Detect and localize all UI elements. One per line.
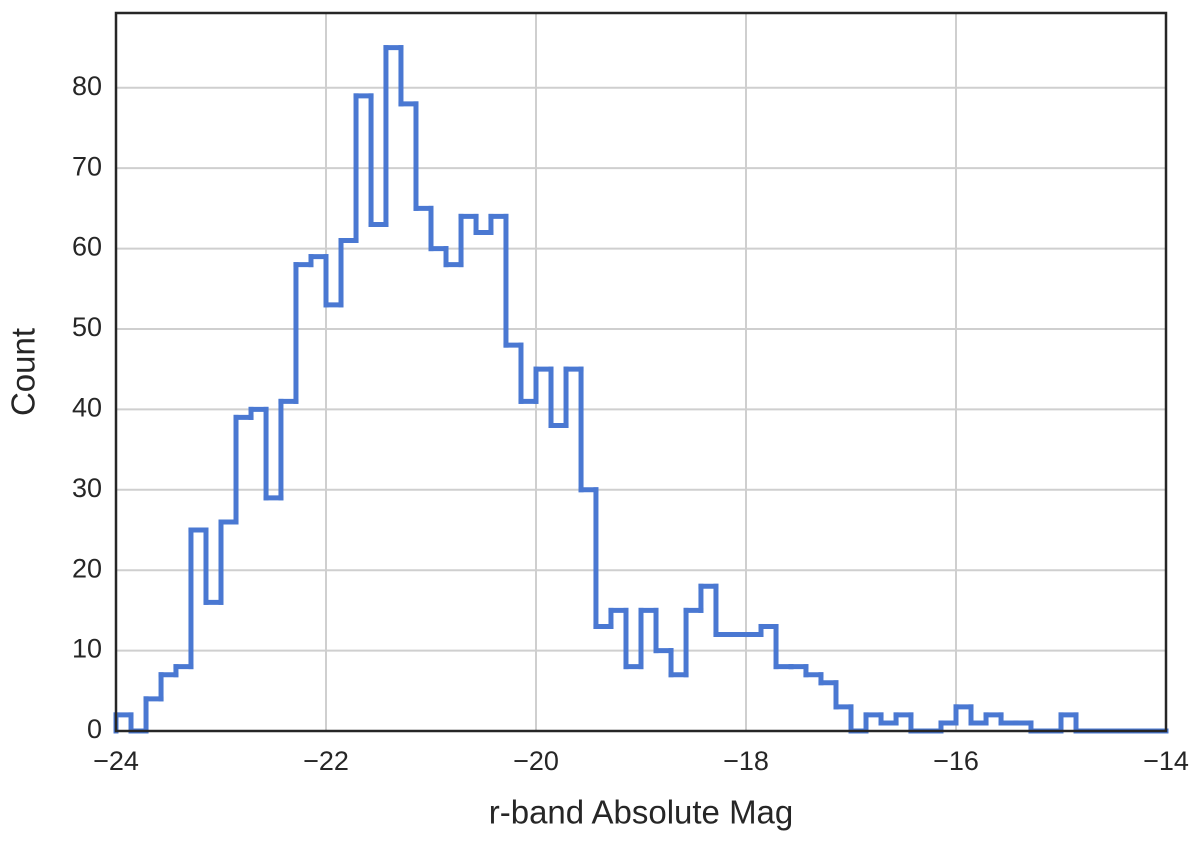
y-axis-label: Count xyxy=(5,328,42,416)
x-tick-label: −16 xyxy=(933,746,979,776)
x-tick-label: −22 xyxy=(303,746,349,776)
x-tick-label: −18 xyxy=(723,746,769,776)
x-tick-label: −24 xyxy=(93,746,139,776)
x-axis-label: r-band Absolute Mag xyxy=(489,794,794,831)
y-tick-label: 40 xyxy=(72,393,102,423)
plot-frame xyxy=(114,11,1168,733)
y-tick-label: 60 xyxy=(72,232,102,262)
y-tick-label: 10 xyxy=(72,634,102,664)
x-tick-label: −14 xyxy=(1143,746,1189,776)
y-tick-label: 0 xyxy=(87,714,102,744)
y-tick-label: 20 xyxy=(72,553,102,583)
y-tick-label: 80 xyxy=(72,71,102,101)
y-tick-label: 50 xyxy=(72,312,102,342)
x-tick-label: −20 xyxy=(513,746,559,776)
y-tick-label: 70 xyxy=(72,151,102,181)
y-tick-label: 30 xyxy=(72,473,102,503)
